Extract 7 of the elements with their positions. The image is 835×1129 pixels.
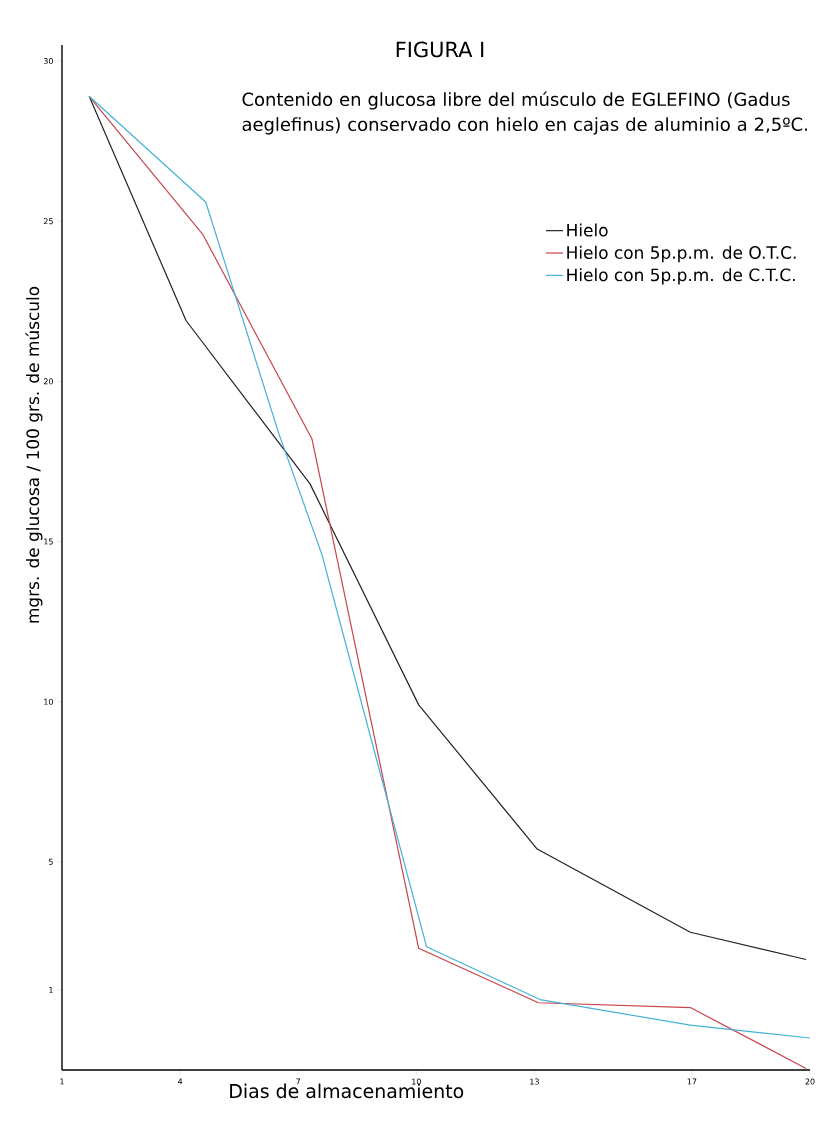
legend-label: Hielo con 5p.p.m. de C.T.C. [567, 268, 795, 285]
x-axis-title: Dias de almacenamiento [230, 1083, 464, 1099]
y-axis-title: mgrs. de glucosa / 100 grs. de músculo [25, 286, 43, 623]
legend-label: Hielo [567, 223, 608, 237]
chart-title: FIGURA I [396, 41, 484, 58]
text: Contenido en glucosa libre del músculo de EGLEFINO (Gadus aeglefinus) conservado con hielo en cajas de aluminio a 2,5ºC. [242, 91, 807, 135]
legend-label: Hielo con 5p.p.m. de O.T.C. [567, 245, 796, 263]
